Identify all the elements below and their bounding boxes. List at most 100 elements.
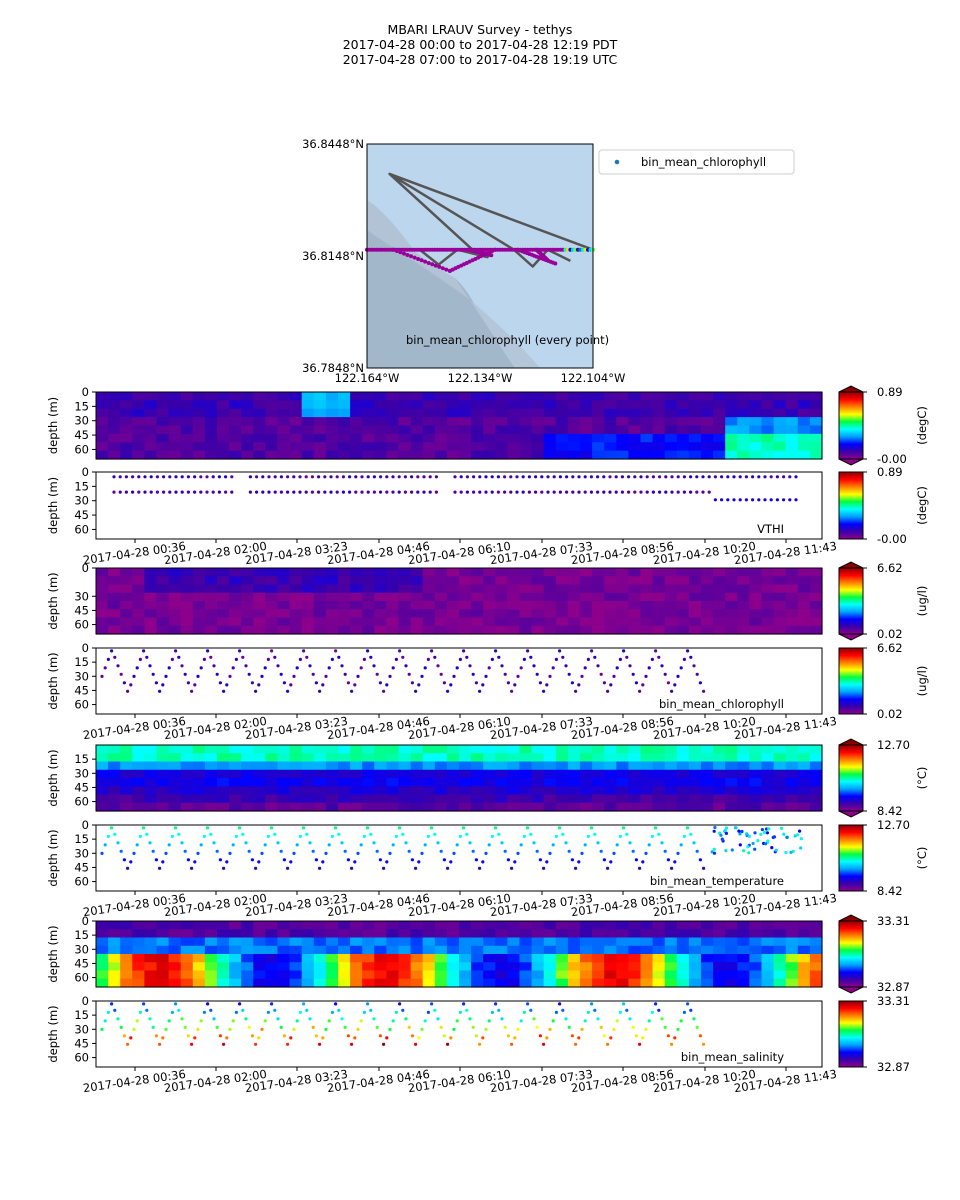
contour-cell (108, 442, 121, 452)
contour-cell (652, 617, 666, 627)
contour-cell (192, 954, 206, 963)
scatter-point (388, 851, 392, 856)
contour-cell (519, 425, 533, 435)
scatter-point (206, 649, 210, 653)
contour-cell (761, 954, 775, 963)
contour-cell (652, 937, 666, 947)
colorbar-extend-min (838, 810, 864, 818)
contour-cell (144, 592, 158, 602)
contour-cell (192, 584, 206, 594)
scatter-point (247, 849, 251, 853)
scatter-point (496, 490, 500, 494)
contour-cell (362, 786, 375, 796)
contour-cell (374, 929, 387, 939)
contour-cell (797, 584, 811, 594)
scatter-point (410, 858, 414, 862)
contour-cell (688, 745, 702, 754)
contour-cell (241, 568, 254, 577)
contour-cell (386, 584, 400, 594)
contour-cell (749, 970, 763, 980)
contour-cell (301, 786, 315, 796)
contour-cell (713, 576, 726, 586)
map-legend[interactable]: bin_mean_chlorophyll (598, 149, 795, 175)
contour-cell (180, 929, 194, 939)
contour-cell (241, 962, 254, 972)
contour-cell (132, 945, 145, 955)
contour-cell (785, 450, 799, 460)
contour-cell (531, 745, 545, 754)
scatter-point (631, 849, 635, 853)
contour-cell (580, 425, 593, 435)
contour-cell (386, 786, 400, 796)
contour-cell (761, 802, 775, 812)
scatter-point (304, 490, 308, 494)
map-point (553, 261, 558, 266)
y-tick-label: 15 (74, 928, 89, 942)
contour-cell (797, 442, 811, 452)
scatter-point (398, 826, 402, 830)
contour-cell (713, 408, 726, 418)
scatter-point (329, 475, 333, 479)
contour-cell (495, 584, 508, 594)
contour-cell (338, 769, 351, 779)
scatter-point (465, 475, 469, 479)
contour-cell (543, 802, 557, 812)
contour-cell (507, 408, 521, 418)
contour-cell (289, 417, 303, 427)
contour-cell (374, 442, 387, 452)
contour-cell (204, 576, 218, 586)
contour-cell (592, 802, 605, 812)
contour-cell (168, 450, 182, 460)
contour-cell (713, 794, 726, 804)
contour-cell (132, 576, 145, 586)
scatter-point (225, 1036, 229, 1040)
contour-cell (785, 433, 799, 443)
contour-cell (628, 617, 642, 627)
contour-cell (96, 945, 109, 955)
scatter-point (180, 490, 184, 494)
contour-cell (108, 617, 121, 627)
scatter-point (455, 843, 459, 847)
scatter-point (526, 826, 530, 830)
contour-cell (459, 592, 472, 602)
contour-cell (386, 601, 400, 610)
contour-cell (507, 778, 521, 787)
contour-cell (652, 921, 666, 930)
contour-cell (277, 392, 291, 401)
scatter-point (660, 841, 664, 845)
contour-cell (229, 584, 242, 594)
contour-cell (410, 576, 424, 586)
scatter-point (372, 841, 376, 845)
contour-cell (229, 929, 242, 939)
contour-cell (410, 625, 424, 635)
contour-cell (761, 400, 775, 410)
scatter-point (614, 490, 618, 494)
chlorophyll-points (365, 247, 595, 273)
contour-cell (96, 392, 109, 401)
y-tick-label: 0 (82, 641, 89, 655)
scatter-point (407, 849, 411, 853)
contour-cell (797, 609, 811, 619)
contour-cell (96, 592, 109, 602)
scatter-point (638, 1042, 642, 1046)
contour-cell (325, 769, 339, 779)
contour-cell (773, 433, 787, 443)
scatter-point (484, 1027, 488, 1031)
contour-cell (241, 450, 254, 460)
contour-cell (229, 769, 242, 779)
scatter-point (602, 858, 607, 862)
contour-cell (507, 584, 521, 594)
contour-cell (507, 921, 521, 930)
contour-cell (362, 753, 375, 763)
scatter-point (113, 655, 117, 659)
scatter-point (250, 858, 254, 862)
contour-cell (192, 609, 206, 619)
contour-cell (156, 609, 170, 619)
scatter-point (305, 655, 309, 659)
scatter-point (110, 1002, 114, 1006)
scatter-point (516, 851, 520, 856)
scatter-point (334, 826, 338, 830)
contour-cell (398, 761, 412, 771)
scatter-point (620, 475, 625, 479)
contour-cell (567, 929, 581, 939)
